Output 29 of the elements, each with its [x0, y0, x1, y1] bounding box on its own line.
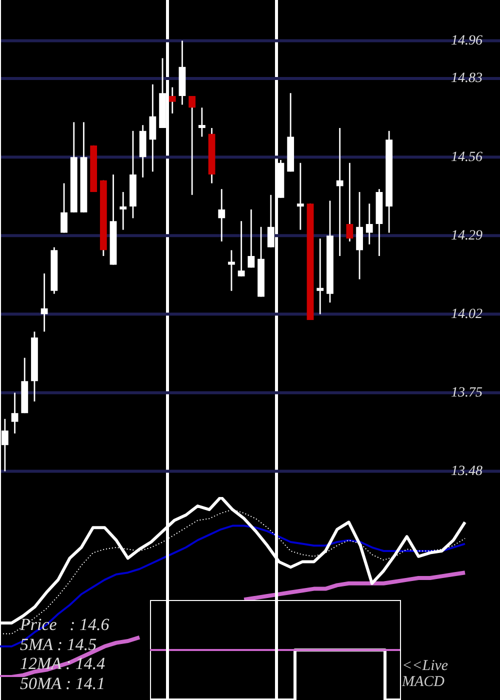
annotation: 5MA : 14.5 [20, 634, 98, 654]
candlestick [198, 106, 206, 138]
y-tick-label: 14.96 [451, 33, 482, 48]
candlestick [228, 249, 235, 292]
candlestick [168, 86, 176, 114]
candlestick [238, 220, 245, 278]
candlestick [218, 188, 226, 242]
candlestick [40, 272, 48, 332]
y-tick-label: 13.48 [451, 464, 482, 479]
candlestick [356, 191, 363, 280]
candlestick [149, 84, 156, 172]
y-tick-label: 13.75 [451, 385, 482, 400]
candlestick [120, 191, 127, 231]
y-tick-label: 14.83 [451, 71, 482, 86]
candlestick [296, 162, 304, 231]
candlestick [336, 127, 344, 257]
candlestick [267, 194, 274, 248]
y-tick-label: 14.29 [451, 228, 482, 244]
annotation: 50MA : 14.1 [20, 674, 106, 693]
y-tick-label: 14.56 [451, 150, 482, 165]
candlestick [316, 238, 324, 315]
y-tick-label: 14.02 [451, 306, 482, 322]
candlestick [248, 208, 255, 268]
candlestick [366, 202, 373, 246]
candlestick [60, 182, 68, 234]
candlestick [346, 162, 354, 242]
annotation: <<Live MACD [402, 658, 448, 690]
candlestick [188, 95, 196, 196]
candlestick [11, 392, 18, 434]
